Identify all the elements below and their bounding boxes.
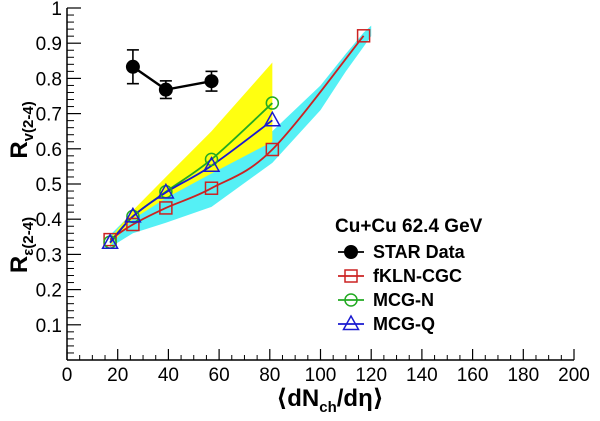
marker-star-data (125, 59, 140, 74)
legend-title: Cu+Cu 62.4 GeV (335, 216, 483, 237)
legend: Cu+Cu 62.4 GeV STAR Data fKLN-CGC MCG-N MCG-… (335, 216, 483, 334)
x-axis-label-bracket-open: ⟨dN (276, 385, 319, 412)
axis-ticks: 0 20 40 60 80 100 120 140 160 180 200 0.1 0.2 0.3 0.4 0… (36, 0, 590, 386)
y-tick-label: 0.6 (36, 140, 62, 161)
legend-label: fKLN-CGC (373, 266, 462, 286)
band-mcg-n (110, 62, 273, 246)
legend-marker (344, 293, 358, 307)
x-tick-label: 140 (406, 365, 438, 386)
legend-label: MCG-N (373, 290, 434, 310)
marker-star-data (204, 74, 219, 89)
line-star-data (132, 65, 212, 91)
y-axis-top-main: R (6, 141, 33, 158)
uncertainty-bands (110, 25, 372, 248)
x-tick-label: 60 (209, 365, 230, 386)
legend-label: MCG-Q (373, 314, 435, 334)
marker-mcg-q (101, 233, 119, 250)
x-axis-label-rest: /dη⟩ (337, 385, 384, 412)
y-tick-label: 0.7 (36, 105, 62, 126)
y-tick-label: 0.1 (36, 316, 62, 337)
marker-fkln-cgc (126, 217, 140, 232)
x-tick-label: 20 (107, 365, 128, 386)
marker-fkln-cgc (265, 142, 280, 157)
legend-marker (344, 245, 358, 259)
plot-frame (66, 8, 574, 361)
y-axis-bottom-main: R (6, 256, 33, 273)
y-axis-title-top: Rv(2-4) (6, 101, 37, 158)
y-axis-title-bottom: Rε(2-4) (6, 217, 37, 273)
y-tick-label: 0.3 (36, 245, 62, 266)
y-tick-label: 1 (51, 0, 62, 20)
y-tick-label: 0.5 (36, 175, 62, 196)
series-markers (101, 29, 371, 250)
x-tick-label: 120 (355, 365, 387, 386)
x-tick-label: 200 (558, 365, 590, 386)
y-tick-label: 0.8 (36, 69, 62, 90)
y-tick-label: 0.2 (36, 281, 62, 302)
marker-fkln-cgc (204, 181, 219, 195)
line-mcg-q (109, 119, 273, 244)
x-axis-label-subscript: ch (319, 399, 337, 416)
legend-entry-mcg-q: MCG-Q (338, 314, 435, 334)
marker-fkln-cgc (356, 29, 371, 43)
legend-entry-fkln-cgc: fKLN-CGC (338, 266, 462, 286)
marker-mcg-n (265, 96, 280, 110)
x-tick-label: 100 (305, 365, 337, 386)
x-tick-label: 40 (158, 365, 179, 386)
marker-star-data (158, 82, 173, 97)
y-tick-label: 0.4 (36, 210, 63, 231)
marker-mcg-q (202, 156, 221, 172)
x-tick-label: 160 (457, 365, 489, 386)
y-axis-top-subscript: v(2-4) (20, 101, 37, 141)
axis-labels: ⟨dNch/dη⟩ Rv(2-4) Rε(2-4) (6, 101, 384, 416)
marker-mcg-q (157, 182, 175, 199)
legend-entry-star-data: STAR Data (338, 242, 466, 262)
legend-entry-mcg-n: MCG-N (338, 290, 434, 310)
marker-mcg-n (204, 152, 219, 167)
legend-marker (342, 314, 360, 331)
y-axis-bottom-subscript: ε(2-4) (20, 217, 37, 256)
series-lines (109, 35, 365, 244)
legend-marker (344, 269, 358, 283)
legend-label: STAR Data (373, 242, 466, 262)
marker-mcg-q (263, 110, 282, 127)
x-tick-label: 180 (507, 365, 539, 386)
marker-mcg-q (124, 206, 142, 223)
marker-fkln-cgc (159, 201, 173, 215)
x-tick-label: 0 (62, 365, 73, 386)
x-axis-title: ⟨dNch/dη⟩ (276, 385, 383, 416)
y-tick-label: 0.9 (36, 34, 62, 55)
x-tick-label: 80 (259, 365, 280, 386)
